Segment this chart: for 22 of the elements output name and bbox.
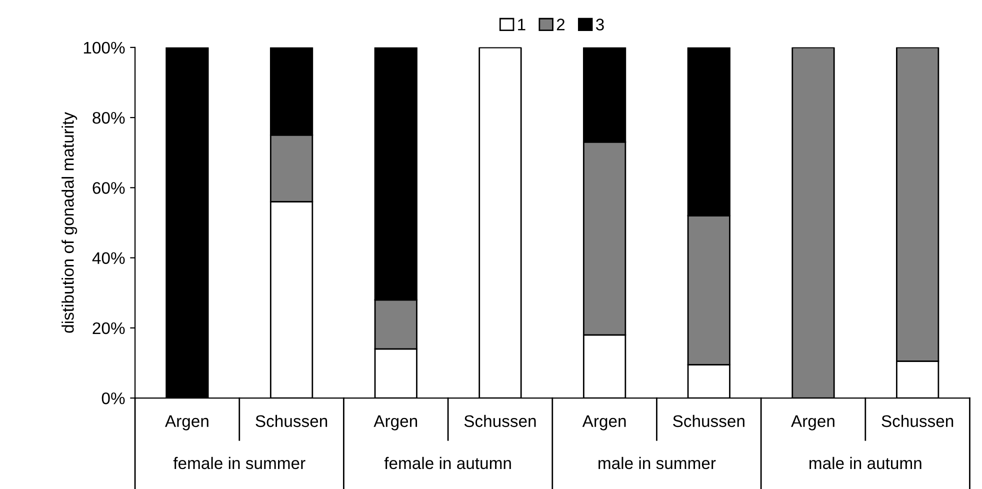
x-tick-label: Argen [791, 415, 834, 430]
y-tick-label: 60% [92, 182, 125, 194]
x-tick-label: Schussen [256, 414, 328, 428]
x-tick-label: Argen [582, 415, 626, 430]
text: male in autumn [810, 456, 922, 470]
legend-label: 2 [556, 18, 565, 30]
y-axis-title: distibution of gonadal maturity [62, 112, 78, 333]
x-tick-label: Argen [374, 415, 418, 430]
x-tick-label: Argen [164, 415, 208, 430]
x-tick-label: Schussen [673, 414, 744, 428]
y-tick-label: 20% [92, 322, 125, 334]
legend-label: 1 [518, 18, 526, 30]
x-tick-label: Schussen [882, 414, 954, 428]
legend-label: 3 [596, 18, 604, 30]
y-tick-label: 0% [102, 392, 125, 404]
text: female in summer [173, 456, 306, 470]
text: female in autumn [384, 456, 511, 470]
y-tick-label: 100% [84, 42, 125, 54]
y-tick-label: 40% [92, 252, 125, 264]
text: male in summer [598, 456, 716, 470]
x-tick-label: Schussen [464, 414, 536, 428]
y-tick-label: 80% [92, 112, 125, 124]
